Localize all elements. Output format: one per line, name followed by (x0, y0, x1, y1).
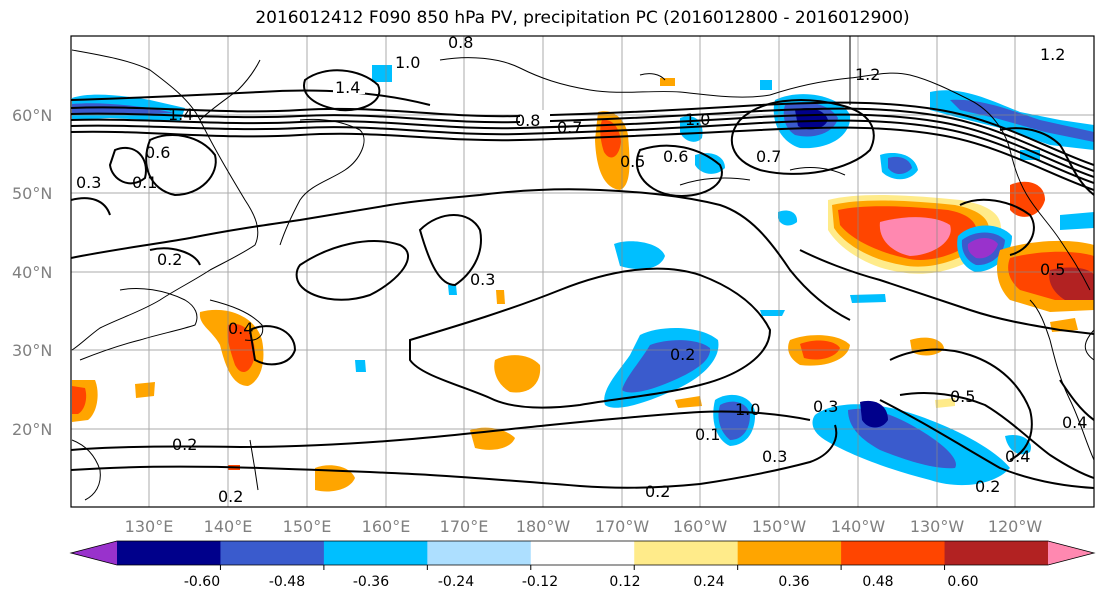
contour-labels: 1.4 0.8 0.7 0.5 0.6 0.7 0.2 0.4 0.2 0.2 … (76, 33, 1087, 506)
contour-label: 0.6 (145, 143, 170, 162)
colorbar-tick-label: -0.12 (522, 574, 558, 590)
lon-label: 150°W (752, 517, 807, 536)
contour-label: 0.2 (218, 487, 243, 506)
pv-contours (71, 69, 1094, 489)
contour-label: 1.2 (855, 65, 880, 84)
contour-label: 1.0 (685, 110, 710, 129)
contour-label: 0.2 (975, 477, 1000, 496)
contour-label: 1.0 (395, 53, 420, 72)
colorbar-tick-label: 0.36 (778, 574, 809, 590)
colorbar-tick-label: -0.48 (269, 574, 305, 590)
lon-label: 160°E (362, 517, 411, 536)
contour-label: 1.4 (335, 78, 360, 97)
lon-label: 140°E (204, 517, 253, 536)
lat-label: 20°N (12, 420, 52, 439)
colorbar-tick-label: -0.60 (184, 574, 220, 590)
contour-label: 0.5 (1040, 260, 1065, 279)
contour-label: 0.3 (470, 270, 495, 289)
contour-label: 0.8 (448, 33, 473, 52)
colorbar-cell (944, 541, 1049, 565)
colorbar-tick-label: -0.36 (353, 574, 389, 590)
coastlines (71, 36, 1094, 501)
lat-label: 60°N (12, 106, 52, 125)
lon-label: 170°E (440, 517, 489, 536)
colorbar-cell (841, 541, 946, 565)
contour-label: 0.2 (645, 482, 670, 501)
contour-label: 0.2 (157, 250, 182, 269)
map-title: 2016012412 F090 850 hPa PV, precipitatio… (255, 8, 910, 28)
lon-label: 130°E (125, 517, 174, 536)
colorbar: -0.60 -0.48 -0.36 -0.24 -0.12 0.12 0.24 … (69, 540, 1096, 590)
contour-label: 0.2 (670, 345, 695, 364)
contour-label: 0.4 (228, 319, 253, 338)
contour-label: 0.4 (1005, 447, 1030, 466)
lon-label: 170°W (595, 517, 650, 536)
lat-label: 30°N (12, 341, 52, 360)
map-frame (70, 35, 1095, 508)
colorbar-cell (117, 541, 221, 565)
contour-label: 0.3 (762, 447, 787, 466)
colorbar-cell (737, 541, 842, 565)
contour-label: 0.6 (663, 147, 688, 166)
contour-label: 0.7 (557, 118, 582, 137)
lon-label: 160°W (673, 517, 728, 536)
contour-label: 0.5 (950, 387, 975, 406)
lon-label: 150°E (283, 517, 332, 536)
colorbar-cell (530, 541, 635, 565)
lat-label: 50°N (12, 184, 52, 203)
contour-label: 0.3 (76, 173, 101, 192)
colorbar-cell (634, 541, 739, 565)
lon-label: 180°W (516, 517, 571, 536)
contour-label: 0.1 (132, 173, 157, 192)
colorbar-cell (220, 541, 325, 565)
colorbar-extend-low (71, 541, 117, 565)
colorbar-cells (117, 541, 1049, 565)
lon-label: 140°W (831, 517, 886, 536)
colorbar-tick-labels: -0.60 -0.48 -0.36 -0.24 -0.12 0.12 0.24 … (184, 574, 979, 590)
contour-label: 0.2 (172, 435, 197, 454)
colorbar-extend-high (1048, 541, 1094, 565)
longitude-labels: 130°E 140°E 150°E 160°E 170°E 180°W 170°… (125, 517, 1043, 536)
lon-label: 130°W (910, 517, 965, 536)
contour-label: 0.3 (813, 397, 838, 416)
colorbar-tick-label: 0.48 (862, 574, 893, 590)
colorbar-tick-label: 0.12 (609, 574, 640, 590)
contour-label: 0.5 (620, 152, 645, 171)
colorbar-cell (323, 541, 428, 565)
contour-label: 0.1 (695, 425, 720, 444)
contour-label: 1.2 (1040, 45, 1065, 64)
colorbar-cell (427, 541, 532, 565)
contour-label: 1.4 (168, 105, 193, 124)
contour-label: 0.7 (756, 147, 781, 166)
latitude-labels: 60°N 50°N 40°N 30°N 20°N (12, 106, 52, 439)
contour-label: 0.8 (515, 111, 540, 130)
colorbar-tick-label: -0.24 (438, 574, 474, 590)
contour-label: 1.0 (735, 400, 760, 419)
lon-label: 120°W (988, 517, 1043, 536)
colorbar-tick-label: 0.60 (947, 574, 978, 590)
contour-label: 0.4 (1062, 413, 1087, 432)
colorbar-tick-label: 0.24 (693, 574, 724, 590)
lat-label: 40°N (12, 263, 52, 282)
